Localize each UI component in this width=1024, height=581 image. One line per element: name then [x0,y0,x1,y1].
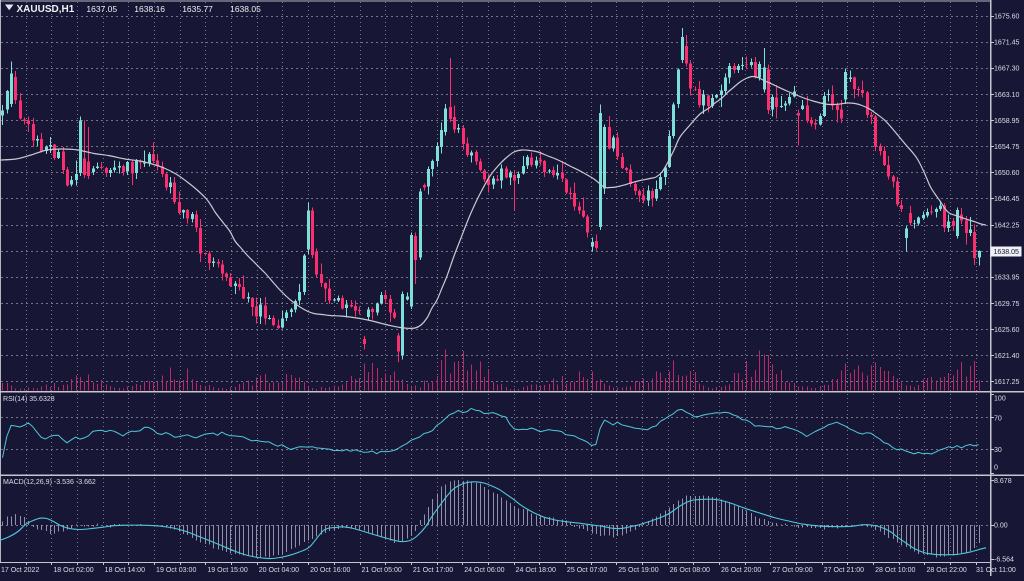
svg-text:1658.95: 1658.95 [994,118,1020,125]
svg-text:24 Oct 18:00: 24 Oct 18:00 [516,567,556,574]
svg-text:-6.564: -6.564 [994,556,1014,563]
svg-text:1675.60: 1675.60 [994,13,1020,20]
svg-text:RSI(14) 35.6328: RSI(14) 35.6328 [3,396,55,403]
svg-text:20 Oct 16:00: 20 Oct 16:00 [310,567,350,574]
svg-text:1663.10: 1663.10 [994,92,1020,99]
svg-text:20 Oct 04:00: 20 Oct 04:00 [259,567,299,574]
svg-text:28 Oct 22:00: 28 Oct 22:00 [926,567,966,574]
svg-text:1638.05: 1638.05 [230,4,261,14]
svg-text:19 Oct 15:00: 19 Oct 15:00 [207,567,247,574]
svg-text:24 Oct 06:00: 24 Oct 06:00 [464,567,504,574]
svg-text:1667.30: 1667.30 [994,65,1020,72]
svg-text:27 Oct 21:00: 27 Oct 21:00 [824,567,864,574]
svg-text:1621.40: 1621.40 [994,353,1020,360]
svg-text:100: 100 [994,395,1006,402]
svg-text:25 Oct 19:00: 25 Oct 19:00 [618,567,658,574]
svg-text:27 Oct 09:00: 27 Oct 09:00 [772,567,812,574]
svg-text:18 Oct 02:00: 18 Oct 02:00 [53,567,93,574]
svg-text:21 Oct 17:00: 21 Oct 17:00 [413,567,453,574]
svg-text:26 Oct 08:00: 26 Oct 08:00 [670,567,710,574]
svg-text:17 Oct 2022: 17 Oct 2022 [1,567,39,574]
svg-text:1638.05: 1638.05 [994,249,1020,256]
svg-text:1629.75: 1629.75 [994,301,1020,308]
svg-text:8.678: 8.678 [994,478,1012,485]
svg-text:1633.95: 1633.95 [994,274,1020,281]
svg-text:1617.25: 1617.25 [994,379,1020,386]
svg-text:21 Oct 05:00: 21 Oct 05:00 [361,567,401,574]
svg-text:1650.60: 1650.60 [994,170,1020,177]
svg-text:1642.25: 1642.25 [994,222,1020,229]
svg-text:70: 70 [994,415,1002,422]
svg-text:26 Oct 20:00: 26 Oct 20:00 [721,567,761,574]
svg-text:0.00: 0.00 [994,523,1008,530]
svg-text:18 Oct 14:00: 18 Oct 14:00 [105,567,145,574]
svg-text:30: 30 [994,447,1002,454]
svg-text:1654.75: 1654.75 [994,144,1020,151]
svg-text:25 Oct 07:00: 25 Oct 07:00 [567,567,607,574]
svg-text:31 Oct 11:00: 31 Oct 11:00 [976,567,1016,574]
svg-text:1638.16: 1638.16 [134,4,165,14]
svg-text:19 Oct 03:00: 19 Oct 03:00 [156,567,196,574]
svg-text:1637.05: 1637.05 [86,4,117,14]
svg-text:1625.60: 1625.60 [994,327,1020,334]
svg-text:XAUUSD,H1: XAUUSD,H1 [17,4,75,15]
svg-text:1635.77: 1635.77 [182,4,213,14]
svg-text:1646.45: 1646.45 [994,196,1020,203]
svg-text:MACD(12,26,9) -3.536 -3.662: MACD(12,26,9) -3.536 -3.662 [3,479,96,486]
svg-text:28 Oct 10:00: 28 Oct 10:00 [875,567,915,574]
svg-text:0: 0 [994,465,998,472]
svg-text:1671.45: 1671.45 [994,39,1020,46]
